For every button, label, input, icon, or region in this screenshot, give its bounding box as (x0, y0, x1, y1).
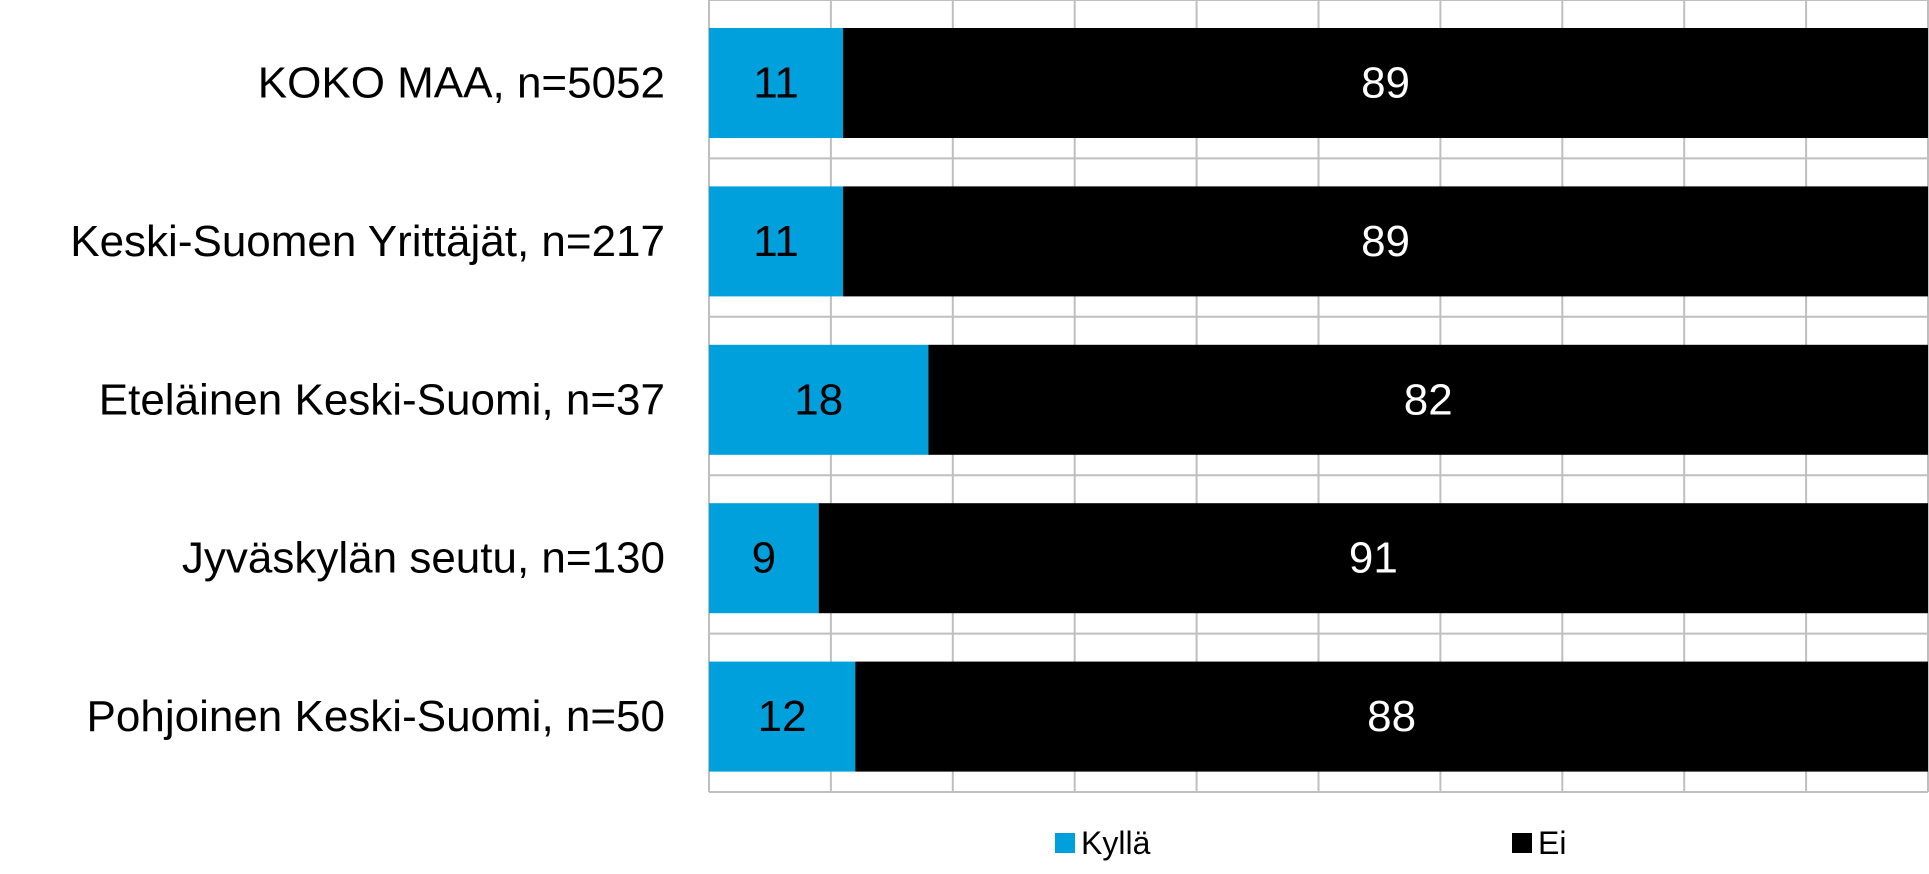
category-label: KOKO MAA, n=5052 (258, 59, 665, 108)
bar-segment-ei (928, 344, 1928, 455)
data-label: 18 (794, 375, 843, 424)
data-label: 89 (1361, 59, 1410, 108)
bar-segment-kyllä (709, 28, 844, 138)
legend-label: Ei (1538, 825, 1566, 861)
data-label: 9 (752, 534, 776, 583)
category-label: Eteläinen Keski-Suomi, n=37 (99, 375, 665, 424)
data-label: 89 (1361, 217, 1410, 266)
bar-segment-kyllä (709, 186, 844, 297)
bar-segment-ei (855, 661, 1928, 772)
category-label: Jyväskylän seutu, n=130 (182, 534, 665, 583)
bar-segment-kyllä (709, 503, 819, 614)
legend-swatch-ei (1512, 833, 1532, 853)
bar-segment-ei (843, 28, 1928, 138)
legend-label: Kyllä (1081, 825, 1151, 861)
bar-segment-ei (818, 503, 1929, 614)
legend-swatch-kyllä (1055, 833, 1075, 853)
bars: 11 89 11 89 18 82 9 91 12 88 (709, 28, 1929, 772)
data-label: 11 (753, 217, 799, 266)
category-label: Keski-Suomen Yrittäjät, n=217 (70, 217, 665, 266)
data-label: 82 (1404, 375, 1453, 424)
data-label: 11 (753, 59, 799, 108)
data-label: 12 (758, 692, 807, 741)
bar-segment-kyllä (709, 344, 929, 455)
bar-segment-kyllä (709, 661, 856, 772)
legend: Kyllä Ei (1055, 825, 1566, 861)
bar-segment-ei (843, 186, 1928, 297)
data-label: 91 (1349, 534, 1398, 583)
category-labels: KOKO MAA, n=5052 Keski-Suomen Yrittäjät, … (70, 59, 665, 742)
category-label: Pohjoinen Keski-Suomi, n=50 (87, 692, 665, 741)
data-label: 88 (1367, 692, 1416, 741)
